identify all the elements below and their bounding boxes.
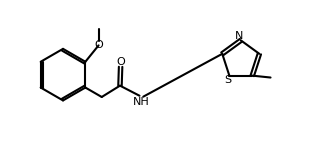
Text: NH: NH <box>133 97 149 107</box>
Text: O: O <box>116 57 125 67</box>
Text: N: N <box>235 31 244 41</box>
Text: S: S <box>224 75 231 85</box>
Text: O: O <box>94 40 103 50</box>
